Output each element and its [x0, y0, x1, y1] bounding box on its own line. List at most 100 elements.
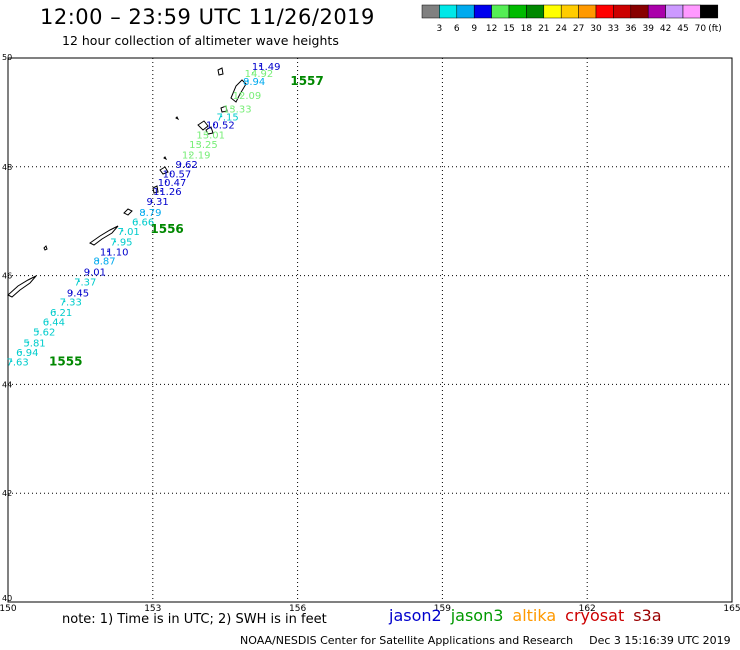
track-point [150, 199, 153, 202]
track-point [63, 300, 66, 303]
swh-data-label: 7.01 [118, 227, 140, 238]
colorbar-tick-label: 24 [555, 24, 567, 34]
x-tick-label: 153 [144, 604, 161, 614]
coastline-island [152, 185, 159, 194]
track-point [143, 210, 145, 213]
swh-data-label: 13.01 [196, 131, 225, 142]
colorbar-tick-label: 33 [608, 24, 619, 34]
track-point [20, 351, 22, 353]
track-point [121, 229, 124, 232]
track-point [239, 93, 242, 96]
y-tick-label: 50 [2, 53, 12, 62]
credit-line: NOAA/NESDIS Center for Satellite Applica… [240, 634, 731, 647]
swh-data-label: 10.57 [163, 170, 192, 181]
track-point [213, 123, 215, 126]
colorbar-tick-label: 70 [695, 24, 707, 34]
swh-data-label: 9.45 [67, 288, 89, 299]
track-point [114, 240, 117, 243]
track-point [196, 142, 199, 145]
satellite-s3a: s3a [633, 606, 662, 625]
satellite-cryosat: cryosat [565, 606, 625, 625]
colorbar-tick-label: 15 [503, 24, 514, 34]
swh-data-label: 11.49 [252, 62, 281, 73]
chart-title: 12:00 – 23:59 UTC 11/26/2019 [40, 5, 375, 29]
coastline-island [175, 116, 180, 121]
track-point [136, 220, 138, 223]
swh-data-label: 6.44 [43, 318, 65, 329]
satellite-legend: jason2 jason3 altika cryosat s3a [389, 606, 671, 625]
colorbar-tick-label: 21 [538, 24, 549, 34]
swh-data-label: 6.66 [132, 218, 154, 229]
colorbar-legend: 3 6 9 12 15 18 21 24 27 30 33 36 39 42 45 70 (ft) [421, 4, 722, 34]
track-point [107, 250, 109, 253]
swh-data-label: 9.31 [146, 197, 168, 208]
track-point [160, 190, 162, 192]
track-point [10, 360, 13, 362]
swh-data-label: 14.92 [245, 69, 274, 80]
x-tick-label: 162 [579, 604, 596, 614]
colorbar-tick-label: 6 [454, 24, 460, 34]
track-point [165, 180, 167, 183]
track-point [37, 330, 39, 333]
coastline-island [159, 166, 169, 175]
y-tick-label: 42 [2, 489, 12, 498]
swh-data-label: 8.79 [139, 208, 161, 219]
coastline-island [123, 208, 133, 216]
generated-timestamp: Dec 3 15:16:39 UTC 2019 [589, 634, 731, 647]
swh-data-label: 7.37 [74, 277, 96, 288]
track-point [54, 310, 56, 313]
satellite-altika: altika [512, 606, 557, 625]
track-point [27, 341, 30, 343]
x-tick-label: 156 [289, 604, 306, 614]
swh-data-label: 8.87 [93, 257, 115, 268]
pass-time-label: 1555 [49, 354, 82, 368]
swh-data-label: 9.01 [84, 268, 106, 279]
coastline-island [43, 245, 48, 251]
y-tick-label: 48 [2, 163, 12, 172]
colorbar-tick-label: 30 [590, 24, 602, 34]
coastline-island [217, 67, 224, 76]
swh-data-label: 13.33 [223, 104, 252, 115]
colorbar-tick-label: 36 [625, 24, 637, 34]
swh-data-label: 12.09 [233, 91, 262, 102]
satellite-jason2: jason2 [389, 606, 442, 625]
swh-data-label: 9.62 [175, 160, 197, 171]
track-point [189, 153, 191, 156]
swh-data-label: 8.94 [243, 77, 265, 88]
track-point [230, 107, 232, 109]
track-point [247, 80, 249, 82]
track-point [179, 162, 182, 165]
swh-data-label: 7.15 [216, 113, 238, 124]
colorbar-tick-label: 45 [677, 24, 688, 34]
swh-data-label: 10.47 [158, 178, 187, 189]
track-point [70, 291, 73, 293]
swh-data-label: 5.62 [33, 327, 55, 338]
track-point [220, 115, 223, 118]
colorbar-tick-label: 18 [521, 24, 533, 34]
x-tick-label: 150 [0, 604, 17, 614]
x-tick-label: 159 [434, 604, 451, 614]
swh-data-label: 6.94 [16, 348, 38, 359]
swh-data-label: 13.25 [189, 140, 218, 151]
track-point [87, 270, 90, 273]
swh-data-label: 10.52 [206, 121, 235, 132]
track-point [97, 259, 100, 262]
track-point [169, 172, 172, 175]
colorbar-tick-label: 42 [660, 24, 671, 34]
swh-data-label: 11.10 [100, 247, 129, 258]
satellite-jason3: jason3 [450, 606, 504, 625]
colorbar-tick-label: 27 [573, 24, 584, 34]
colorbar-tick-label: 39 [642, 24, 654, 34]
coastline-island [230, 79, 247, 103]
pass-time-label: 1557 [290, 74, 323, 88]
colorbar-unit: (ft) [708, 24, 722, 34]
track-point [259, 64, 261, 67]
colorbar-swatch [700, 4, 719, 19]
plot-frame [7, 57, 733, 603]
colorbar-tick-label: 9 [471, 24, 477, 34]
colorbar-tick-label: 12 [486, 24, 497, 34]
track-point [78, 280, 80, 282]
x-tick-label: 165 [723, 604, 740, 614]
colorbar-tick-label: 3 [437, 24, 443, 34]
y-tick-label: 46 [2, 272, 12, 281]
